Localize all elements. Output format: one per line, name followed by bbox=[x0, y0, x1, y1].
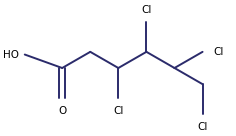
Text: Cl: Cl bbox=[141, 5, 152, 15]
Text: O: O bbox=[58, 106, 66, 116]
Text: HO: HO bbox=[3, 50, 19, 60]
Text: Cl: Cl bbox=[113, 106, 123, 116]
Text: Cl: Cl bbox=[214, 47, 224, 57]
Text: Cl: Cl bbox=[197, 122, 208, 132]
